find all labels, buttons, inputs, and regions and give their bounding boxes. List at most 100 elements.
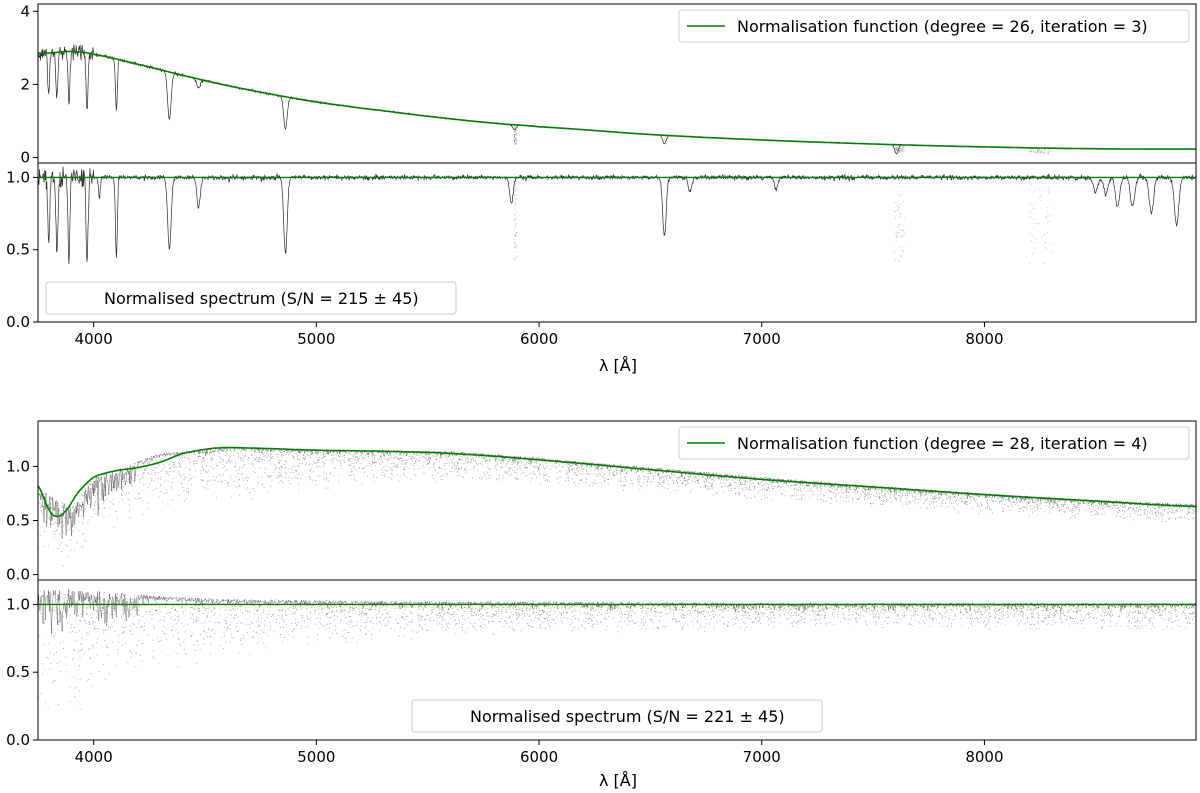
spectrum-point (697, 480, 699, 482)
spectrum-point (772, 482, 774, 484)
spectrum-point (735, 493, 737, 495)
spectrum-point (560, 476, 562, 478)
spectrum-point (530, 477, 532, 479)
spectrum-point (581, 470, 583, 472)
spectrum-point (473, 466, 475, 468)
spectrum-point (710, 485, 712, 487)
spectrum-point (189, 461, 191, 463)
spectrum-point (772, 481, 775, 483)
spectrum-point (776, 478, 778, 480)
spectrum-point (351, 468, 353, 470)
spectrum-point (261, 483, 263, 485)
spectrum-point (784, 483, 786, 485)
spectrum-point (924, 499, 926, 501)
spectrum-point (123, 612, 125, 614)
spectrum-point (388, 465, 390, 467)
spectrum-point (1002, 613, 1004, 615)
spectrum-point (645, 613, 647, 615)
spectrum-point (1067, 506, 1069, 508)
spectrum-point (893, 609, 895, 611)
spectrum-point (284, 460, 286, 462)
spectrum-point (517, 462, 519, 464)
spectrum-point (633, 472, 636, 474)
spectrum-point (844, 491, 846, 494)
spectrum-point (426, 463, 429, 465)
spectrum-point (333, 457, 335, 459)
spectrum-point (557, 477, 560, 479)
spectrum-point (713, 480, 715, 482)
spectrum-point (761, 484, 763, 486)
spectrum-point (1052, 608, 1055, 610)
spectrum-point (76, 527, 78, 529)
spectrum-point (649, 472, 651, 474)
spectrum-point (415, 631, 418, 633)
spectrum-point (1141, 607, 1143, 609)
spectrum-point (1180, 515, 1182, 517)
spectrum-point (374, 462, 376, 464)
noise-dot (1030, 212, 1032, 213)
spectrum-point (1119, 625, 1121, 627)
spectrum-point (246, 623, 248, 625)
spectrum-point (417, 453, 419, 455)
spectrum-point (612, 472, 614, 475)
noise-dot (515, 204, 517, 206)
spectrum-point (742, 489, 744, 491)
spectrum-point (292, 606, 295, 608)
spectrum-point (388, 458, 390, 461)
spectrum-point (225, 470, 227, 472)
spectrum-point (142, 472, 144, 474)
spectrum-point (281, 641, 283, 643)
noise-dot (902, 229, 904, 231)
spectrum-point (841, 492, 843, 494)
spectrum-point (94, 501, 96, 503)
spectrum-point (1032, 512, 1034, 514)
spectrum-point (961, 606, 963, 608)
spectrum-point (728, 479, 730, 481)
spectrum-point (484, 460, 486, 462)
spectrum-point (315, 480, 317, 482)
spectrum-point (1114, 507, 1116, 509)
spectrum-point (611, 474, 613, 476)
spectrum-point (575, 469, 577, 471)
spectrum-point (576, 474, 578, 476)
spectrum-point (779, 602, 781, 604)
noise-dot (514, 184, 516, 186)
spectrum-point (411, 455, 413, 457)
spectrum-point (841, 607, 844, 609)
spectrum-point (1150, 628, 1152, 630)
spectrum-point (391, 469, 394, 471)
spectrum-point (381, 462, 383, 464)
spectrum-point (471, 610, 473, 612)
spectrum-point (1128, 621, 1130, 623)
spectrum-point (620, 608, 622, 610)
spectrum-point (71, 624, 73, 626)
spectrum-point (148, 473, 150, 475)
spectrum-point (754, 495, 756, 497)
spectrum-point (594, 479, 597, 481)
spectrum-point (876, 610, 878, 612)
noise-dot (514, 178, 516, 180)
spectrum-point (331, 610, 333, 613)
noise-dot (898, 261, 900, 262)
spectrum-point (517, 614, 519, 616)
spectrum-point (400, 457, 402, 460)
spectrum-point (1124, 506, 1126, 508)
spectrum-point (935, 494, 937, 496)
spectrum-point (1102, 626, 1104, 628)
spectrum-point (82, 517, 84, 519)
spectrum-point (977, 621, 980, 623)
spectrum-point (193, 618, 195, 621)
spectrum-point (278, 477, 280, 479)
spectrum-point (298, 454, 300, 456)
spectrum-point (537, 468, 539, 470)
spectrum-point (932, 619, 934, 621)
spectrum-point (278, 614, 280, 617)
noise-dot (515, 134, 517, 136)
spectrum-point (944, 503, 947, 505)
spectrum-point (354, 479, 356, 481)
spectrum-point (257, 460, 259, 463)
spectrum-point (910, 610, 912, 612)
spectrum-point (446, 462, 448, 464)
spectrum-point (566, 477, 568, 479)
spectrum-point (1148, 517, 1150, 519)
